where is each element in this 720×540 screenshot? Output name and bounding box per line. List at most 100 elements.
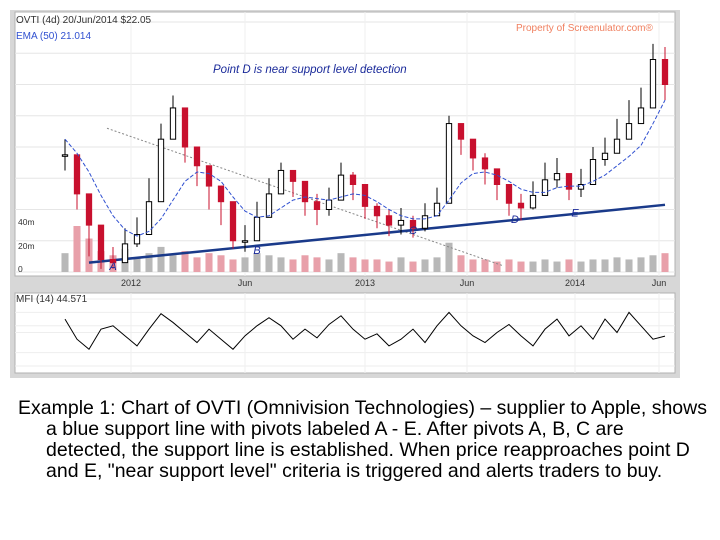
x-tick-label: Jun: [238, 278, 253, 288]
candle-body: [661, 59, 669, 85]
candle-body: [625, 123, 633, 140]
candle-body: [349, 174, 357, 185]
volume-bar: [445, 242, 453, 272]
candle-body: [205, 165, 213, 187]
candle-body: [217, 185, 225, 203]
candle-body: [253, 216, 261, 242]
volume-bar: [637, 257, 645, 272]
volume-bar: [565, 259, 573, 272]
candle-body: [397, 219, 405, 226]
volume-bar: [193, 257, 201, 272]
chart-annotation: Point D is near support level detection: [213, 64, 407, 76]
candle-body: [157, 138, 165, 203]
candle-body: [529, 194, 537, 209]
volume-bar: [649, 255, 657, 272]
volume-bar: [241, 257, 249, 272]
volume-bar: [205, 253, 213, 272]
watermark: Property of Screenulator.com®: [516, 23, 653, 34]
pivot-labels: A B C D E: [108, 208, 579, 273]
volume-bar: [73, 226, 81, 272]
pivot-label-d: D: [511, 214, 519, 226]
volume-bar: [397, 257, 405, 272]
volume-bar: [601, 259, 609, 272]
x-tick-label: 2013: [355, 278, 375, 288]
x-tick-label: Jun: [652, 278, 667, 288]
volume-bar: [181, 251, 189, 272]
volume-bar: [589, 259, 597, 272]
candle-body: [505, 184, 513, 204]
volume-bar: [253, 253, 261, 272]
candle-body: [109, 259, 117, 264]
volume-bar: [217, 255, 225, 272]
candle-body: [73, 154, 81, 195]
candle-body: [277, 169, 285, 195]
candle-body: [169, 107, 177, 140]
x-tick-label: Jun: [460, 278, 475, 288]
candle-body: [313, 201, 321, 210]
volume-bar: [613, 257, 621, 272]
candle-body: [229, 201, 237, 242]
candle-body: [97, 224, 105, 260]
candle-body: [433, 202, 441, 217]
pivot-label-c: C: [409, 225, 417, 237]
support-line: [88, 203, 666, 264]
volume-bar: [133, 257, 141, 272]
candle-body: [85, 193, 93, 226]
volume-bar: [313, 257, 321, 272]
candle-body: [637, 107, 645, 125]
volume-bar: [385, 261, 393, 272]
volume-bar: [517, 261, 525, 272]
candle-body: [577, 184, 585, 190]
candle-body: [61, 154, 69, 157]
volume-bar: [529, 261, 537, 272]
volume-bar: [433, 257, 441, 272]
ema-polyline: [64, 99, 666, 237]
volume-bar: [145, 253, 153, 272]
candle-body: [145, 201, 153, 235]
candle-body: [589, 159, 597, 185]
volume-bar: [577, 261, 585, 272]
volume-bar: [505, 259, 513, 272]
volume-bar: [337, 253, 345, 272]
volume-tick-label: 40m: [18, 217, 35, 227]
volume-bar: [325, 259, 333, 272]
x-tick-label: 2012: [121, 278, 141, 288]
candle-body: [469, 138, 477, 159]
ticker-line: OVTI (4d) 20/Jun/2014 $22.05: [16, 15, 152, 26]
volume-bar: [229, 259, 237, 272]
volume-bar: [265, 255, 273, 272]
candle-body: [517, 202, 525, 209]
volume-bar: [277, 257, 285, 272]
volume-bar: [61, 253, 69, 272]
volume-bar: [421, 259, 429, 272]
x-tick-label: 2014: [565, 278, 585, 288]
candle-body: [457, 123, 465, 140]
mfi-title: MFI (14) 44.571: [16, 294, 88, 305]
candle-body: [325, 199, 333, 210]
caption-text: Example 1: Chart of OVTI (Omnivision Tec…: [18, 397, 707, 482]
volume-tick-label: 0: [18, 264, 23, 274]
volume-bar: [553, 261, 561, 272]
volume-bar: [289, 259, 297, 272]
price-candles: [61, 43, 669, 269]
volume-tick-label: 20m: [18, 241, 35, 251]
volume-bar: [373, 259, 381, 272]
ema-label: EMA (50) 21.014: [16, 31, 92, 42]
candle-body: [337, 174, 345, 201]
candle-body: [193, 146, 201, 167]
mfi-line: [64, 311, 666, 351]
candle-body: [373, 205, 381, 217]
candle-body: [121, 243, 129, 264]
volume-axis-ticks: 40m 20m 0: [18, 217, 35, 274]
candle-body: [301, 180, 309, 203]
candle-body: [649, 59, 657, 109]
candle-body: [565, 173, 573, 190]
volume-bar: [409, 261, 417, 272]
candle-body: [241, 240, 249, 243]
candle-body: [265, 193, 273, 218]
candle-body: [481, 157, 489, 170]
candle-body: [289, 169, 297, 182]
x-axis-ticks: 2012 Jun 2013 Jun 2014 Jun: [121, 278, 666, 288]
